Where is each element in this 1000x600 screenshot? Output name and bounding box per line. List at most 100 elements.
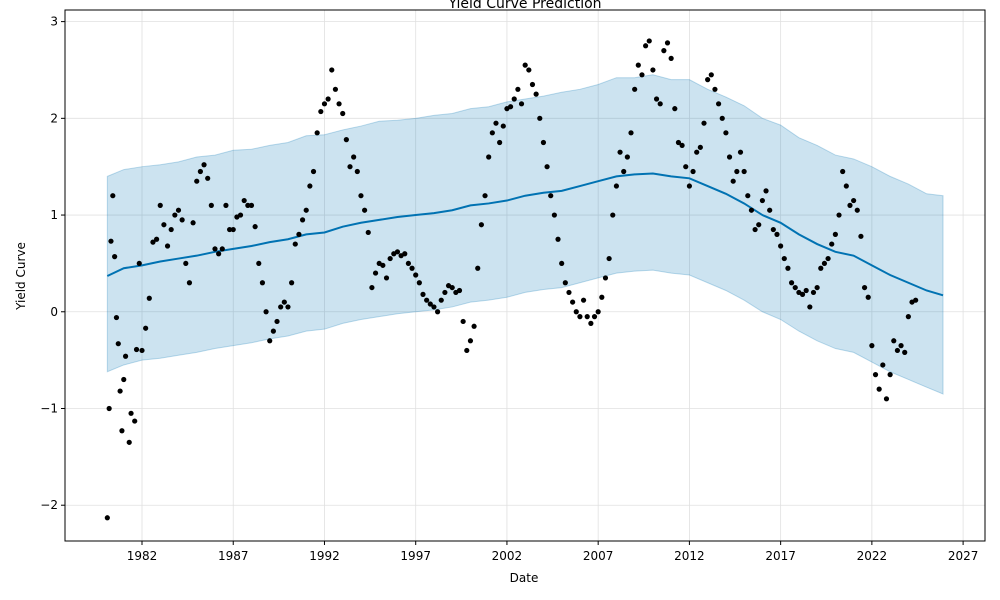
observed-point (252, 224, 258, 230)
observed-point (785, 265, 791, 271)
observed-point (887, 372, 893, 378)
observed-point (372, 270, 379, 276)
observed-point (493, 120, 499, 126)
observed-point (256, 260, 262, 267)
observed-point (325, 96, 331, 102)
observed-point (321, 101, 328, 107)
observed-point (847, 202, 853, 208)
x-tick-label: 2017 (765, 549, 796, 563)
x-tick-label: 2027 (948, 549, 979, 563)
observed-point (861, 284, 868, 291)
observed-point (143, 325, 149, 331)
observed-point (405, 260, 412, 267)
observed-point (416, 280, 422, 286)
observed-point (216, 251, 222, 257)
observed-point (314, 130, 320, 136)
observed-point (664, 40, 671, 46)
observed-point (650, 67, 656, 73)
observed-point (880, 362, 886, 368)
observed-point (792, 284, 798, 291)
observed-point (599, 294, 605, 300)
observed-point (164, 243, 171, 249)
observed-point (263, 309, 269, 315)
observed-point (104, 515, 110, 521)
observed-point (595, 309, 601, 315)
observed-point (471, 323, 477, 329)
x-tick-label: 1997 (400, 549, 431, 563)
observed-point (259, 280, 266, 286)
observed-point (226, 226, 233, 233)
observed-point (133, 346, 140, 353)
observed-point (537, 115, 543, 121)
observed-point (690, 168, 696, 175)
observed-point (136, 260, 142, 267)
observed-point (686, 183, 693, 189)
observed-point (759, 197, 765, 204)
observed-point (183, 260, 189, 267)
observed-point (715, 101, 722, 107)
observed-point (719, 115, 725, 121)
x-tick-label: 2012 (674, 549, 705, 563)
x-tick-label: 1992 (309, 549, 340, 563)
observed-point (387, 255, 393, 262)
observed-point (278, 304, 284, 310)
observed-point (872, 372, 879, 378)
observed-point (851, 197, 857, 204)
observed-point (442, 289, 448, 296)
observed-point (555, 236, 561, 242)
observed-point (460, 318, 466, 325)
observed-point (770, 226, 776, 233)
observed-point (438, 297, 444, 303)
observed-point (241, 197, 247, 204)
observed-point (606, 255, 612, 262)
observed-point (112, 254, 118, 260)
observed-point (307, 183, 313, 189)
observed-point (858, 233, 864, 239)
observed-point (365, 229, 371, 236)
observed-point (562, 280, 568, 286)
observed-point (829, 241, 835, 247)
observed-point (752, 226, 758, 233)
observed-point (737, 149, 744, 155)
observed-point (763, 188, 769, 194)
observed-point (701, 120, 707, 126)
observed-point (788, 280, 795, 286)
observed-point (913, 297, 919, 303)
observed-point (726, 154, 733, 160)
observed-point (584, 314, 590, 320)
observed-point (741, 168, 747, 175)
observed-point (108, 238, 114, 244)
observed-point (559, 260, 565, 267)
x-tick-label: 1982 (127, 549, 158, 563)
observed-point (270, 328, 276, 334)
observed-point (712, 86, 718, 92)
observed-point (628, 130, 634, 136)
observed-point (639, 72, 645, 78)
observed-point (566, 289, 572, 296)
observed-point (237, 212, 244, 218)
observed-point (121, 376, 127, 383)
observed-point (807, 304, 813, 310)
observed-point (402, 251, 408, 257)
observed-point (197, 168, 203, 175)
observed-point (756, 222, 762, 228)
observed-point (475, 265, 481, 271)
y-tick-label: 1 (50, 208, 58, 222)
observed-point (212, 246, 218, 252)
observed-point (482, 193, 488, 199)
observed-point (464, 347, 470, 354)
observed-point (128, 410, 134, 416)
observed-point (548, 193, 554, 199)
observed-point (869, 343, 875, 349)
observed-point (299, 217, 306, 223)
observed-point (383, 275, 390, 281)
observed-point (832, 231, 838, 237)
observed-point (613, 183, 620, 189)
observed-point (617, 149, 623, 155)
observed-point (358, 193, 364, 199)
observed-point (157, 202, 163, 208)
observed-point (803, 287, 809, 294)
observed-point (113, 314, 120, 321)
observed-point (774, 231, 780, 237)
observed-point (175, 207, 182, 213)
